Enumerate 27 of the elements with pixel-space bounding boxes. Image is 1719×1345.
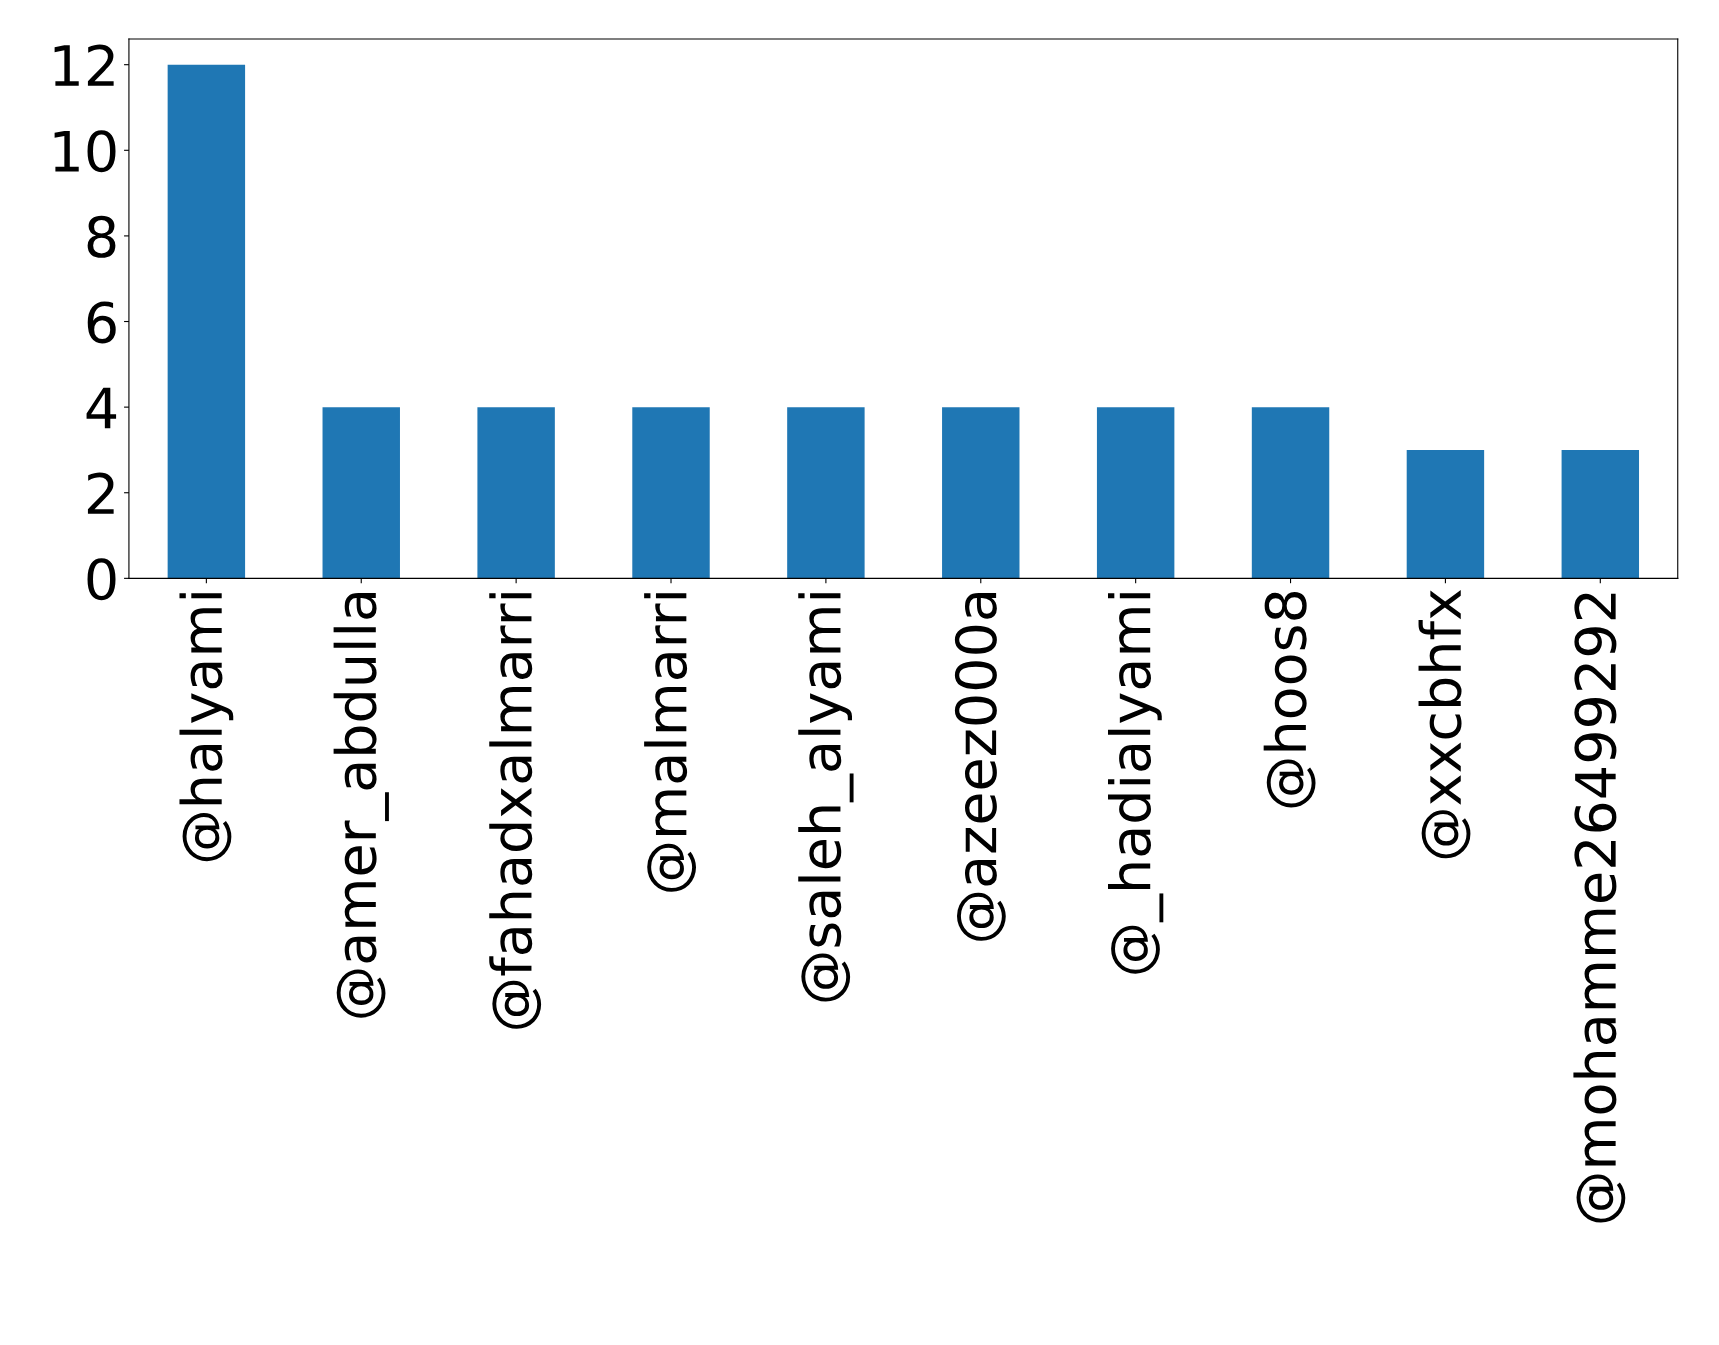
x-tick-label: @halyami — [179, 593, 234, 862]
y-tick-label: 10 — [54, 130, 116, 173]
bar — [1096, 407, 1175, 579]
bar — [167, 64, 246, 579]
bar — [1251, 407, 1330, 579]
y-tick-label: 8 — [87, 215, 116, 258]
x-tick-label: @hoos8 — [1263, 591, 1316, 808]
y-tick-label: 6 — [87, 301, 116, 344]
x-tick-label: @mohamme26499292 — [1573, 593, 1626, 1223]
x-tick-label: @fahadxalmarri — [489, 593, 542, 1029]
bar — [477, 407, 555, 579]
x-tick-label: @malmarri — [644, 593, 696, 892]
bar — [632, 407, 710, 579]
bar — [322, 407, 400, 579]
bar — [1561, 449, 1640, 579]
y-tick-label: 4 — [86, 387, 117, 429]
x-tick-label: @amer_abdulla — [333, 593, 389, 1018]
x-tick-label: @saleh_alyami — [798, 593, 854, 1002]
bar — [787, 407, 865, 579]
x-tick-label: @azeez000a — [954, 593, 1006, 941]
bar — [1406, 449, 1485, 579]
x-tick-label: @xxcbhfx — [1418, 589, 1471, 859]
y-tick-label: 12 — [54, 44, 114, 86]
y-tick-label: 2 — [87, 472, 114, 514]
bar — [942, 407, 1020, 579]
x-tick-label: @_hadialyami — [1108, 593, 1164, 974]
y-tick-label: 0 — [87, 558, 116, 601]
